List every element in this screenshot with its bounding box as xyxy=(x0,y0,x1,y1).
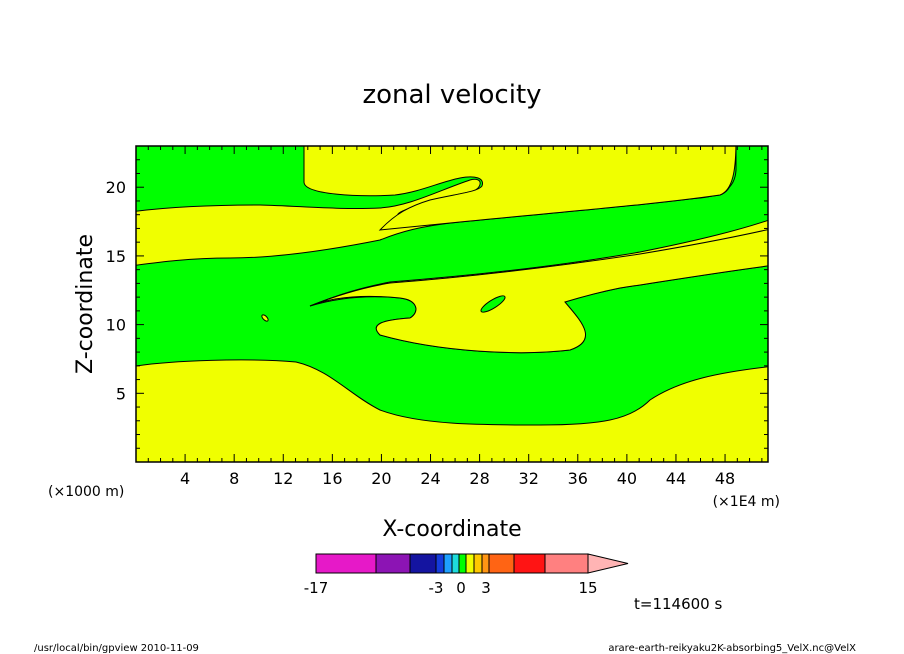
colorbar-segment xyxy=(443,553,453,574)
colorbar-segment xyxy=(465,553,475,574)
colorbar-label: 15 xyxy=(578,579,597,597)
colorbar-label: -17 xyxy=(304,579,329,597)
colorbar-segment xyxy=(481,553,490,574)
x-tick-label: 8 xyxy=(229,469,239,488)
colorbar-segment xyxy=(473,553,483,574)
region-positive-top xyxy=(303,146,737,231)
x-tick-label: 24 xyxy=(420,469,440,488)
colorbar-segment xyxy=(488,553,515,574)
x-exponent-label: (×1E4 m) xyxy=(713,494,780,510)
y-tick-label: 20 xyxy=(106,178,126,197)
x-tick-label: 36 xyxy=(568,469,588,488)
colorbar-segment xyxy=(375,553,411,574)
colorbar-segment xyxy=(458,553,467,574)
contour-regions xyxy=(136,146,768,462)
colorbar-segment xyxy=(513,553,546,574)
y-tick-label: 5 xyxy=(116,384,126,403)
chart-title: zonal velocity xyxy=(362,80,541,110)
x-axis-label: X-coordinate xyxy=(382,517,521,542)
colorbar-segment xyxy=(435,553,445,574)
x-tick-label: 12 xyxy=(273,469,293,488)
colorbar-segment xyxy=(544,553,589,574)
colorbar-label: -3 xyxy=(429,579,444,597)
footer-right: arare-earth-reikyaku2K-absorbing5_VelX.n… xyxy=(608,643,856,654)
x-tick-label: 28 xyxy=(469,469,489,488)
x-tick-label: 40 xyxy=(617,469,637,488)
x-tick-label: 48 xyxy=(715,469,735,488)
region-positive-middle xyxy=(309,229,768,354)
y-tick-label: 15 xyxy=(106,247,126,266)
region-positive-island xyxy=(261,314,269,322)
colorbar-label: 0 xyxy=(456,579,466,597)
colorbar-segment xyxy=(315,553,377,574)
x-tick-label: 20 xyxy=(371,469,391,488)
x-tick-label: 32 xyxy=(519,469,539,488)
colorbar-segment xyxy=(409,553,437,574)
footer-left: /usr/local/bin/gpview 2010-11-09 xyxy=(34,643,199,654)
colorbar-arrow xyxy=(587,553,629,574)
x-tick-label: 44 xyxy=(666,469,686,488)
x-tick-label: 16 xyxy=(322,469,342,488)
time-label: t=114600 s xyxy=(634,595,722,613)
x-unit-label: (×1000 m) xyxy=(48,484,124,500)
y-axis-label: Z-coordinate xyxy=(73,234,98,374)
colorbar-label: 3 xyxy=(481,579,491,597)
colorbar-segment xyxy=(451,553,460,574)
region-negative-island xyxy=(480,295,506,313)
plot-frame xyxy=(135,145,769,463)
x-tick-label: 4 xyxy=(180,469,190,488)
y-tick-label: 10 xyxy=(106,316,126,335)
